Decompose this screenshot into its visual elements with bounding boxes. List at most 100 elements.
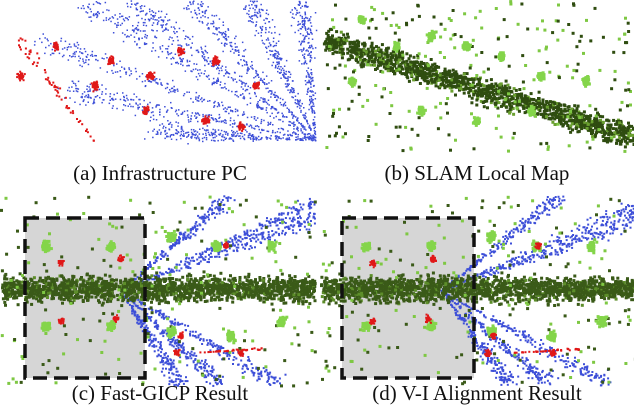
point	[78, 60, 80, 62]
point	[278, 63, 280, 65]
point	[540, 113, 543, 116]
point	[297, 222, 299, 224]
point	[253, 136, 255, 138]
point	[514, 100, 517, 103]
point	[164, 106, 166, 108]
point	[209, 135, 211, 137]
point	[149, 9, 151, 11]
point	[314, 112, 316, 114]
point	[243, 8, 245, 10]
point	[232, 123, 234, 125]
point	[576, 120, 579, 123]
point	[268, 91, 270, 93]
point	[286, 116, 288, 118]
point	[288, 109, 290, 111]
point	[261, 224, 263, 226]
point	[172, 57, 174, 59]
point	[187, 110, 189, 112]
point	[250, 17, 252, 19]
point	[303, 204, 305, 206]
point	[258, 126, 260, 128]
point	[220, 133, 222, 135]
point	[270, 225, 272, 227]
point	[381, 71, 384, 74]
point	[170, 58, 172, 60]
point	[184, 263, 186, 265]
point	[610, 136, 613, 139]
point	[539, 109, 542, 112]
point	[602, 121, 605, 124]
point	[306, 219, 308, 221]
point	[125, 105, 127, 107]
point	[186, 257, 188, 259]
point	[208, 78, 210, 80]
point	[273, 62, 275, 64]
point	[371, 54, 374, 57]
point	[115, 71, 117, 73]
point	[275, 135, 277, 137]
point	[308, 80, 310, 82]
point	[543, 110, 546, 113]
point	[270, 96, 272, 98]
point	[231, 241, 233, 243]
point	[244, 56, 246, 58]
point	[252, 237, 254, 239]
point	[258, 87, 260, 89]
point	[225, 107, 227, 109]
point	[258, 77, 260, 79]
point	[274, 108, 276, 110]
point	[169, 89, 171, 91]
point	[87, 91, 89, 93]
point	[419, 112, 422, 115]
point	[270, 116, 272, 118]
point	[233, 131, 235, 133]
point	[302, 26, 304, 28]
point	[226, 39, 228, 41]
point	[64, 47, 66, 49]
point	[120, 76, 122, 78]
point	[135, 102, 137, 104]
point	[366, 63, 369, 66]
point	[232, 49, 234, 51]
point	[152, 47, 154, 49]
point	[262, 130, 264, 132]
point	[302, 137, 304, 139]
point	[134, 41, 136, 43]
point	[208, 116, 210, 118]
point	[207, 125, 209, 127]
point	[162, 127, 164, 129]
point	[309, 61, 311, 63]
point	[224, 37, 226, 39]
point	[253, 86, 255, 88]
point	[263, 120, 265, 122]
point	[360, 53, 363, 56]
point	[156, 78, 158, 80]
point	[260, 233, 262, 235]
point	[550, 117, 553, 120]
point	[213, 78, 215, 80]
point	[166, 111, 168, 113]
point	[588, 146, 591, 149]
point	[313, 103, 315, 105]
point	[286, 71, 288, 73]
point	[309, 104, 311, 106]
point	[283, 70, 285, 72]
point	[276, 51, 278, 53]
point	[227, 72, 229, 74]
point	[468, 89, 471, 92]
point	[108, 10, 110, 12]
point	[188, 37, 190, 39]
point	[244, 64, 246, 66]
point	[314, 204, 316, 206]
point	[208, 132, 210, 134]
point	[439, 74, 442, 77]
point	[396, 61, 399, 64]
point	[425, 76, 428, 79]
point	[282, 128, 284, 130]
point	[275, 95, 277, 97]
point	[183, 136, 185, 138]
point	[236, 126, 238, 128]
point	[201, 1, 203, 2]
point	[273, 94, 275, 96]
point	[272, 107, 274, 109]
